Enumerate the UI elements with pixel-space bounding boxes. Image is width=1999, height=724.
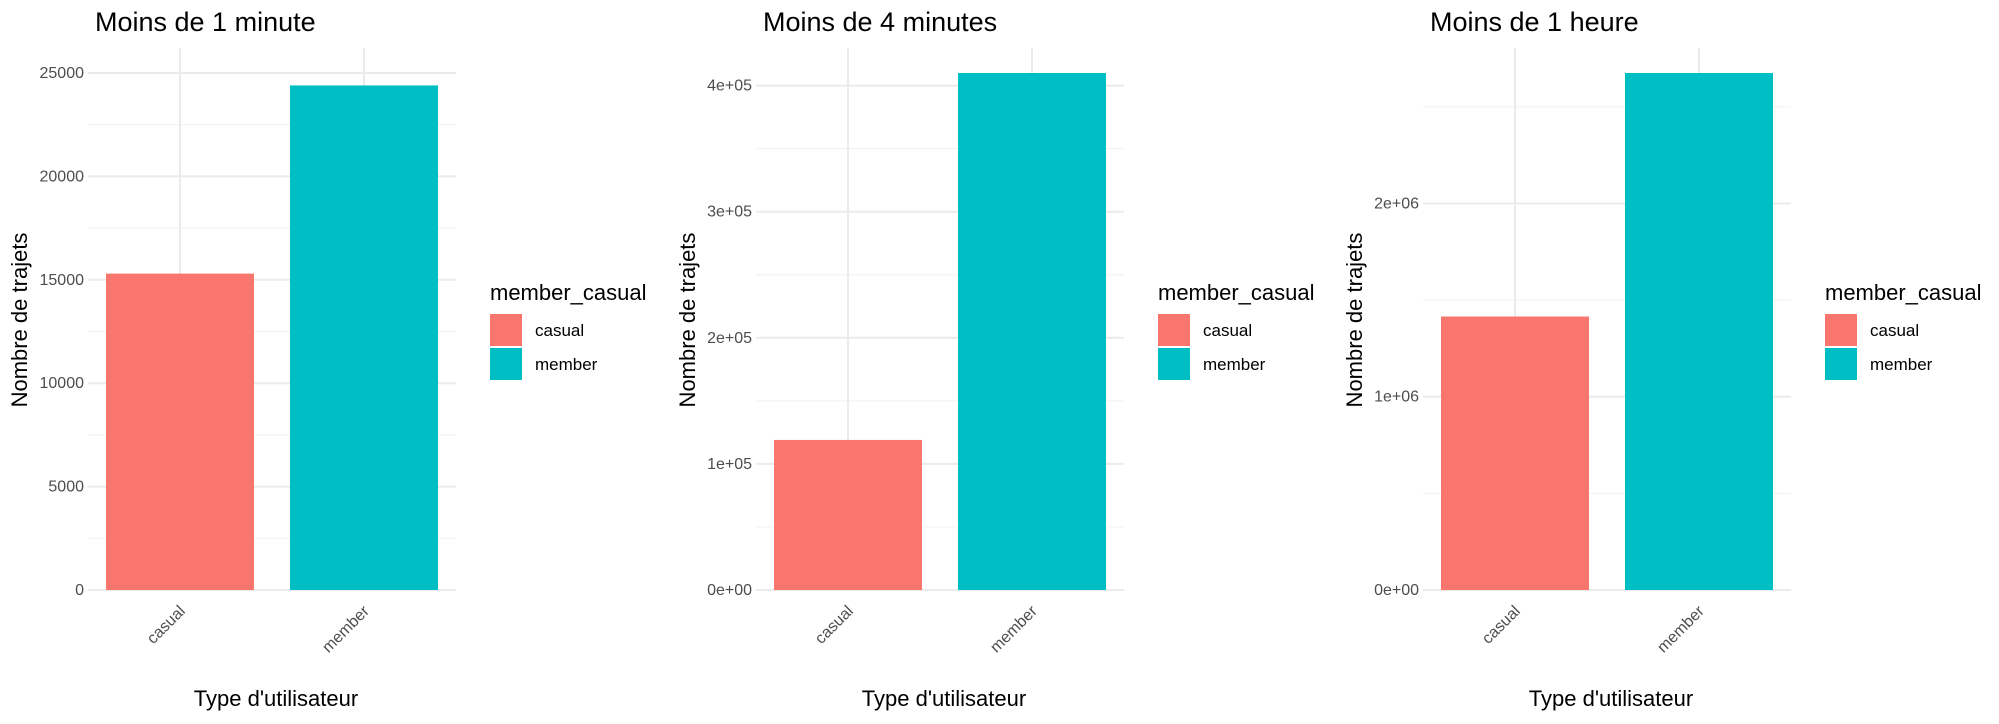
bar-casual (106, 273, 254, 590)
y-tick-label: 0e+00 (1374, 582, 1419, 599)
y-tick-label: 0 (75, 582, 84, 599)
legend-title: member_casual (1158, 280, 1315, 305)
y-tick-label: 2e+06 (1374, 195, 1419, 212)
x-tick-label: member (987, 602, 1041, 656)
legend-label-member: member (535, 355, 598, 374)
y-tick-label: 2e+05 (707, 330, 752, 347)
x-axis-title: Type d'utilisateur (194, 686, 358, 711)
legend-label-casual: casual (535, 321, 584, 340)
chart-panel-1: 0 5000 10000 15000 20000 25000 casual member Moi… (7, 7, 647, 711)
legend-label-member: member (1203, 355, 1266, 374)
y-tick-label: 1e+06 (1374, 389, 1419, 406)
legend-label-member: member (1870, 355, 1933, 374)
chart-title: Moins de 4 minutes (763, 7, 997, 37)
y-axis-title: Nombre de trajets (1342, 233, 1367, 408)
x-axis-title: Type d'utilisateur (862, 686, 1026, 711)
chart-panel-2: 0e+00 1e+05 2e+05 3e+05 4e+05 casual member Moi… (675, 7, 1315, 711)
legend-swatch-casual (1158, 314, 1190, 346)
x-tick-label: casual (144, 603, 189, 648)
chart-title: Moins de 1 heure (1430, 7, 1639, 37)
legend-title: member_casual (490, 280, 647, 305)
legend-swatch-member (1158, 348, 1190, 380)
legend-swatch-casual (490, 314, 522, 346)
chart-title: Moins de 1 minute (95, 7, 316, 37)
bar-member (958, 73, 1106, 590)
bar-casual (1441, 316, 1589, 590)
legend-swatch-member (1825, 348, 1857, 380)
y-tick-label: 3e+05 (707, 204, 752, 221)
legend-swatch-casual (1825, 314, 1857, 346)
y-axis-title: Nombre de trajets (675, 233, 700, 408)
y-axis-title: Nombre de trajets (7, 233, 32, 408)
y-tick-label: 1e+05 (707, 456, 752, 473)
x-tick-label: casual (812, 603, 857, 648)
y-tick-label: 0e+00 (707, 582, 752, 599)
bar-member (290, 85, 438, 591)
bar-casual (774, 439, 922, 590)
x-tick-label: member (1654, 602, 1708, 656)
bar-member (1625, 73, 1773, 590)
y-tick-label: 10000 (40, 375, 85, 392)
x-axis-title: Type d'utilisateur (1529, 686, 1693, 711)
y-tick-label: 20000 (40, 168, 85, 185)
legend-swatch-member (490, 348, 522, 380)
y-tick-label: 25000 (40, 65, 85, 82)
legend-title: member_casual (1825, 280, 1982, 305)
y-tick-label: 5000 (48, 479, 84, 496)
x-tick-label: member (319, 602, 373, 656)
x-tick-label: casual (1479, 603, 1524, 648)
legend-label-casual: casual (1203, 321, 1252, 340)
chart-panel-3: 0e+00 1e+06 2e+06 casual member Moins de 1 he… (1342, 7, 1982, 711)
y-tick-label: 15000 (40, 272, 85, 289)
legend-label-casual: casual (1870, 321, 1919, 340)
y-tick-label: 4e+05 (707, 78, 752, 95)
